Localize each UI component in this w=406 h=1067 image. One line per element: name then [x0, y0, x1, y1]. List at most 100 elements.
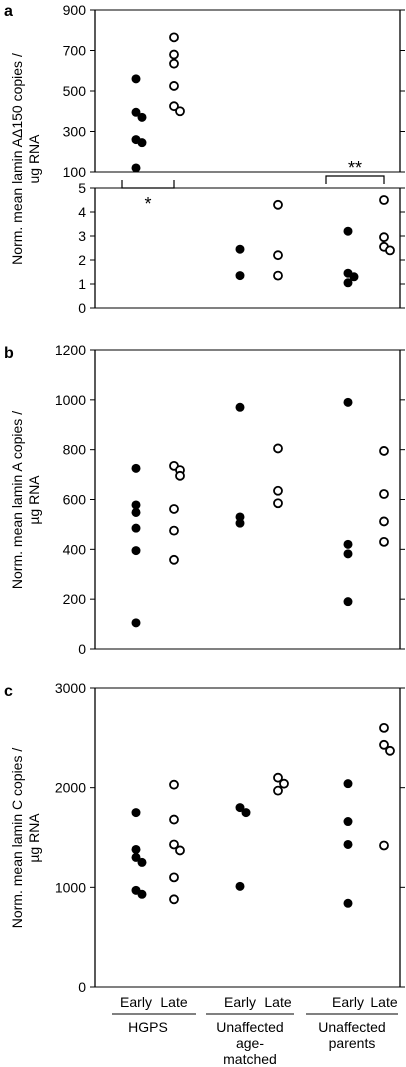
panel-b-point [235, 518, 245, 528]
panel-b-point [273, 498, 283, 509]
panel-b-point [343, 597, 353, 607]
panel-c-point [175, 845, 185, 856]
panel-a-point [379, 232, 389, 243]
panel-a-point [169, 49, 179, 60]
x-tick-label-late: Late [160, 994, 187, 1010]
panel-b-point [169, 504, 179, 514]
panel-a-point [131, 107, 141, 117]
panel-c-point [131, 852, 141, 862]
panel-c-point [385, 745, 395, 756]
x-tick-label-early: Early [224, 994, 256, 1010]
panel-a-point [175, 106, 185, 117]
panel-a-lower-tick-label: 0 [78, 300, 86, 316]
panel-a-lower-tick-label: 4 [78, 204, 86, 220]
panel-b-point [131, 546, 141, 556]
panel-b-ylabel: Norm. mean lamin A copies /µg RNA [9, 411, 42, 589]
panel-b-tick-label: 1200 [55, 342, 86, 358]
panel-b-letter: b [4, 345, 14, 362]
panel-c-point [235, 803, 245, 813]
panel-c-point [169, 779, 179, 790]
panel-b-point [379, 446, 389, 456]
panel-a-lower-tick-label: 1 [78, 276, 86, 292]
panel-a-point [169, 58, 179, 69]
panel-c-point [273, 785, 283, 796]
panel-a-upper-tick-label: 500 [63, 83, 87, 99]
panel-c-point [379, 840, 389, 851]
panel-a-point [379, 195, 389, 205]
panel-c-point [235, 881, 245, 891]
panel-b-point [379, 489, 389, 499]
panel-b-point [131, 507, 141, 517]
panel-b: b 0 200 400 600 800 1000 1200 Norm. mean lamin A… [4, 342, 405, 657]
panel-c-point [279, 778, 289, 789]
panel-a-point [169, 32, 179, 43]
panel-c-point [343, 817, 353, 827]
panel-a-point [169, 101, 179, 112]
panel-a-point [343, 278, 353, 288]
panel-b-tick-label: 800 [63, 442, 87, 458]
panel-c-point [379, 722, 389, 733]
panel-a-point [235, 244, 245, 254]
panel-b-point [343, 397, 353, 407]
panel-a-lower-tick-label: 2 [78, 252, 86, 268]
panel-b-point [131, 463, 141, 473]
group-label: matched [223, 1051, 277, 1067]
group-label: parents [329, 1035, 376, 1051]
panel-a-upper-tick-label: 300 [63, 124, 87, 140]
panel-b-tick-label: 1000 [55, 392, 86, 408]
panel-b-tick-label: 200 [63, 591, 87, 607]
panel-a-bracket-hgps [121, 180, 175, 189]
panel-b-tick-label: 0 [78, 641, 86, 657]
panel-b-point [235, 402, 245, 412]
panel-b-point [169, 525, 179, 536]
panel-c-point [343, 898, 353, 908]
panel-c-tick-label: 2000 [55, 780, 86, 796]
panel-c-letter: c [4, 683, 13, 700]
x-tick-label-early: Early [332, 994, 364, 1010]
panel-a-bracket-parents [325, 175, 385, 184]
panel-c-tick-label: 1000 [55, 879, 86, 895]
panel-a-point [169, 81, 179, 91]
group-label: HGPS [128, 1019, 168, 1035]
panel-b-point [175, 470, 185, 481]
x-tick-label-early: Early [120, 994, 152, 1010]
panel-c-point [137, 857, 147, 867]
panel-a-ylabel: Norm. mean lamin AΔ150 copies /ug RNA [9, 53, 42, 265]
panel-a-upper-tick-label: 900 [63, 2, 87, 18]
panel-a-upper-tick-label: 700 [63, 43, 87, 59]
panel-b-point [169, 554, 179, 565]
panel-b-tick-label: 400 [63, 541, 87, 557]
panel-a-point [343, 226, 353, 236]
panel-b-point [273, 443, 283, 454]
panel-a-sig-star: * [144, 194, 151, 214]
panel-a-lower-tick-label: 5 [78, 180, 86, 196]
panel-c-point [169, 814, 179, 825]
panel-a: a 100 300 500 700 900 0 1 2 3 4 5 Norm. mean lamin A… [4, 2, 405, 316]
panel-a-point [137, 138, 147, 148]
panel-b-point [379, 516, 389, 527]
group-label: Unaffected [318, 1019, 385, 1035]
panel-c-point [241, 808, 251, 818]
panel-c-point [131, 844, 141, 854]
panel-a-point [273, 270, 283, 281]
panel-c-point [379, 739, 389, 750]
panel-b-tick-label: 600 [63, 492, 87, 508]
panel-a-point [273, 199, 283, 210]
panel-c-point [273, 772, 283, 783]
panel-c: c 0 1000 2000 3000 Norm. mean lamin C copies … [4, 680, 405, 995]
panel-b-point [343, 539, 353, 549]
panel-c-point [169, 839, 179, 850]
panel-c-ylabel: Norm. mean lamin C copies /µg RNA [9, 748, 42, 929]
x-axis-labels: Early Late Early Late Early Late HGPS Unaffecte… [112, 994, 398, 1067]
panel-a-sig-double-star: ** [348, 158, 362, 178]
panel-b-point [379, 536, 389, 547]
x-tick-label-late: Late [370, 994, 397, 1010]
panel-c-point [137, 889, 147, 899]
panel-c-point [343, 839, 353, 849]
panel-a-upper-tick-label: 100 [63, 164, 87, 180]
panel-b-point [273, 485, 283, 496]
panel-a-point [235, 271, 245, 281]
panel-a-point [131, 74, 141, 84]
group-label: Unaffected [216, 1019, 283, 1035]
